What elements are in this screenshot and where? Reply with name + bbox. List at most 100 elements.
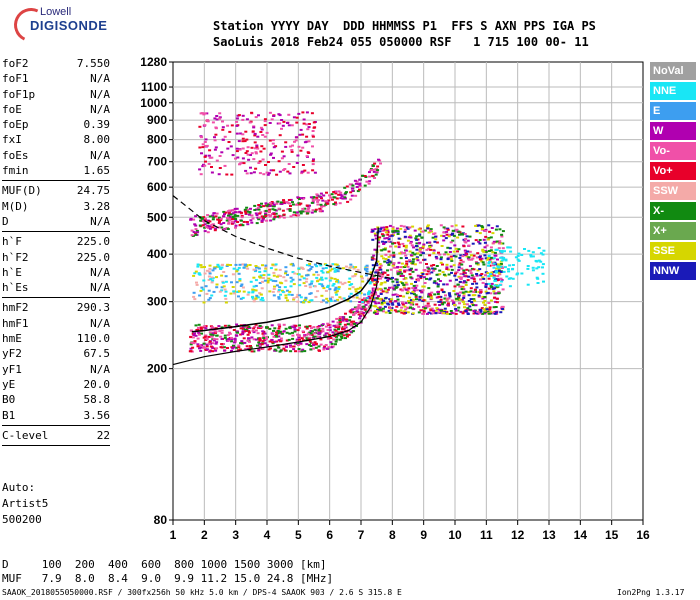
echo-point xyxy=(449,310,453,312)
echo-point xyxy=(277,113,281,116)
echo-point xyxy=(205,112,209,115)
echo-point xyxy=(260,202,263,205)
echo-point xyxy=(264,215,268,217)
echo-point xyxy=(244,152,248,154)
echo-point xyxy=(312,344,316,347)
echo-point xyxy=(410,267,413,270)
echo-point xyxy=(210,223,214,226)
echo-point xyxy=(218,216,221,219)
echo-point xyxy=(384,258,388,260)
echo-point xyxy=(340,297,344,300)
echo-point xyxy=(205,343,209,346)
echo-point xyxy=(307,264,311,267)
param-row: foEs N/A xyxy=(2,148,110,163)
echo-point xyxy=(404,277,408,280)
echo-point xyxy=(484,290,488,293)
echo-point xyxy=(461,273,465,276)
echo-point xyxy=(354,273,358,276)
echo-point xyxy=(417,311,421,314)
echo-point xyxy=(319,338,323,341)
echo-point xyxy=(263,270,267,273)
param-value: N/A xyxy=(90,87,110,101)
echo-point xyxy=(258,345,262,348)
echo-point xyxy=(333,288,337,291)
echo-point xyxy=(387,238,391,241)
echo-point xyxy=(389,245,393,248)
echo-point xyxy=(435,265,439,267)
echo-point xyxy=(219,219,223,222)
echo-point xyxy=(392,251,396,254)
echo-point xyxy=(274,268,278,271)
echo-point xyxy=(428,268,431,271)
echo-point xyxy=(442,273,446,276)
echo-point xyxy=(367,182,371,185)
echo-point xyxy=(517,259,521,262)
echo-point xyxy=(295,121,299,124)
echo-point xyxy=(360,298,364,301)
echo-point xyxy=(420,236,424,239)
param-label: MUF(D) xyxy=(2,184,42,198)
echo-point xyxy=(288,209,292,212)
echo-point xyxy=(492,276,496,279)
echo-point xyxy=(261,330,265,333)
echo-point xyxy=(542,249,546,252)
echo-point xyxy=(245,210,249,213)
echo-point xyxy=(306,333,310,336)
echo-point xyxy=(499,270,503,273)
y-tick-label: 400 xyxy=(147,247,167,261)
echo-point xyxy=(264,202,268,205)
echo-point xyxy=(215,115,219,117)
echo-point xyxy=(465,275,469,278)
echo-point xyxy=(344,318,348,321)
echo-point xyxy=(313,341,317,344)
echo-point xyxy=(411,287,415,290)
echo-point xyxy=(500,235,504,238)
echo-point xyxy=(291,331,294,334)
echo-point xyxy=(201,165,205,168)
legend-item-x: X- xyxy=(650,202,696,220)
echo-point xyxy=(508,264,512,267)
echo-point xyxy=(308,333,312,336)
echo-point xyxy=(202,325,206,328)
echo-point xyxy=(262,335,266,338)
echo-point xyxy=(213,139,217,142)
echo-point xyxy=(297,202,301,205)
echo-point xyxy=(451,239,455,242)
echo-point xyxy=(351,189,355,192)
echo-point xyxy=(455,278,458,281)
echo-point xyxy=(418,295,422,298)
echo-point xyxy=(343,186,347,189)
echo-point xyxy=(407,301,411,304)
echo-point xyxy=(495,267,498,270)
echo-point xyxy=(391,293,395,296)
echo-point xyxy=(352,320,356,323)
echo-point xyxy=(479,274,483,277)
echo-point xyxy=(496,258,499,261)
echo-point xyxy=(286,122,289,124)
echo-point xyxy=(466,250,470,253)
echo-point xyxy=(380,282,384,284)
echo-point xyxy=(413,229,417,232)
echo-point xyxy=(542,280,545,283)
echo-point xyxy=(489,246,493,249)
echo-point xyxy=(301,210,305,213)
echo-point xyxy=(444,237,448,240)
echo-point xyxy=(358,178,362,181)
y-tick-label: 700 xyxy=(147,155,167,169)
echo-point xyxy=(480,257,484,260)
echo-point xyxy=(255,144,259,147)
legend-item-w: W xyxy=(650,122,696,140)
echo-point xyxy=(191,346,195,349)
echo-point xyxy=(282,200,286,203)
echo-point xyxy=(487,264,490,267)
echo-point xyxy=(470,274,474,277)
echo-point xyxy=(481,312,485,315)
echo-point xyxy=(391,276,394,279)
param-label: foF1 xyxy=(2,72,29,86)
echo-point xyxy=(448,295,452,298)
echo-point xyxy=(429,277,433,280)
echo-point xyxy=(298,278,302,281)
echo-point xyxy=(237,295,240,298)
echo-point xyxy=(460,288,464,291)
echo-point xyxy=(282,323,286,326)
